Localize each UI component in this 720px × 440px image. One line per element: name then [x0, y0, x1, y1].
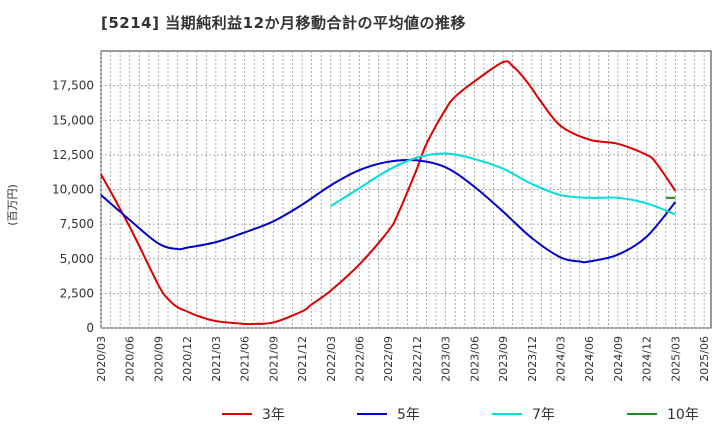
x-tick-label: 2020/09 — [152, 336, 165, 382]
y-tick-label: 12,500 — [52, 148, 94, 162]
y-axis: 0 2,500 5,000 7,500 10,000 12,500 15,000 17,500 — [52, 79, 94, 335]
series-line-1 — [100, 159, 677, 264]
x-tick-label: 2025/03 — [669, 336, 682, 382]
series-line-2 — [330, 152, 676, 216]
x-tick-label: 2024/06 — [583, 336, 596, 382]
grid — [100, 50, 712, 329]
y-tick-label: 15,000 — [52, 113, 94, 127]
x-tick-label: 2023/03 — [440, 336, 453, 382]
chart-title: [5214] 当期純利益12か月移動合計の平均値の推移 — [101, 14, 467, 32]
y-tick-label: 17,500 — [52, 79, 94, 93]
x-tick-label: 2025/06 — [698, 336, 711, 382]
x-tick-label: 2022/09 — [382, 336, 395, 382]
x-tick-label: 2021/06 — [239, 336, 252, 382]
x-tick-label: 2024/09 — [612, 336, 625, 382]
series-lines — [100, 60, 677, 326]
legend-label-2: 7年 — [532, 407, 555, 423]
x-tick-label: 2023/06 — [468, 336, 481, 382]
x-tick-label: 2021/12 — [296, 336, 309, 382]
legend-label-1: 5年 — [397, 407, 420, 423]
x-tick-label: 2020/06 — [124, 336, 137, 382]
x-tick-label: 2020/03 — [95, 336, 108, 382]
y-tick-label: 2,500 — [60, 286, 94, 300]
y-tick-label: 7,500 — [60, 217, 94, 231]
legend-label-3: 10年 — [667, 407, 699, 423]
y-tick-label: 0 — [86, 321, 94, 335]
y-tick-label: 5,000 — [60, 252, 94, 266]
x-tick-label: 2024/03 — [555, 336, 568, 382]
legend-label-0: 3年 — [262, 407, 285, 423]
x-tick-label: 2023/12 — [526, 336, 539, 382]
x-tick-label: 2023/09 — [497, 336, 510, 382]
x-tick-label: 2024/12 — [641, 336, 654, 382]
x-tick-label: 2020/12 — [181, 336, 194, 382]
series-line-0 — [100, 60, 677, 326]
x-tick-label: 2022/06 — [353, 336, 366, 382]
x-tick-label: 2022/12 — [411, 336, 424, 382]
x-axis: 2020/03 2020/06 2020/09 2020/12 2021/03 2021/… — [95, 336, 711, 382]
x-tick-label: 2022/03 — [325, 336, 338, 382]
x-tick-label: 2021/03 — [210, 336, 223, 382]
x-tick-label: 2021/09 — [267, 336, 280, 382]
y-tick-label: 10,000 — [52, 183, 94, 197]
y-axis-label: (百万円) — [6, 184, 19, 226]
legend: 3年 5年 7年 10年 — [222, 407, 699, 423]
